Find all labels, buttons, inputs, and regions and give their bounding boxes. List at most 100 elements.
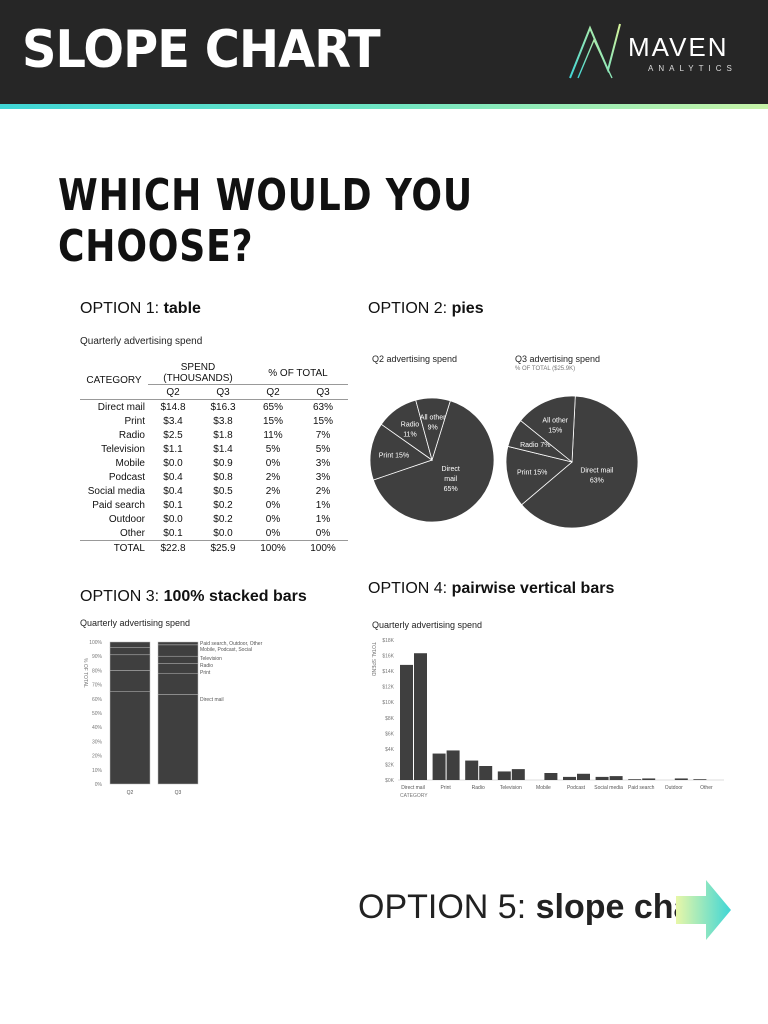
cell: 1% bbox=[315, 499, 331, 511]
bar bbox=[595, 776, 609, 780]
y-tick-label: 100% bbox=[89, 640, 102, 646]
x-tick-label: Print bbox=[440, 785, 451, 791]
option5-prefix: OPTION 5: bbox=[358, 888, 536, 926]
stacked-bar-segment bbox=[157, 655, 199, 664]
x-tick-label: Q2 bbox=[127, 790, 134, 796]
cell: 11% bbox=[263, 429, 283, 441]
pie-slice bbox=[521, 395, 639, 529]
cell: 0% bbox=[315, 527, 331, 539]
table-row: Print $3.4 $3.8 15% 15% bbox=[80, 414, 348, 428]
cell: Television bbox=[101, 443, 145, 455]
y-tick-label: $16K bbox=[382, 654, 394, 660]
spend-table: CATEGORY SPEND (THOUSANDS) % OF TOTAL Q2… bbox=[80, 362, 348, 555]
stacked-series-label: Mobile, Podcast, Social bbox=[200, 647, 252, 653]
option3-name: 100% stacked bars bbox=[163, 588, 307, 605]
cell: $0.0 bbox=[213, 527, 233, 539]
bar bbox=[577, 773, 590, 780]
pie-slice-label: Radio 7% bbox=[520, 442, 550, 449]
table-row: Social media $0.4 $0.5 2% 2% bbox=[80, 484, 348, 498]
cell: 15% bbox=[262, 415, 283, 427]
table-row: Paid search $0.1 $0.2 0% 1% bbox=[80, 498, 348, 512]
stacked-bar-segment bbox=[109, 670, 151, 692]
cell: $1.4 bbox=[213, 443, 233, 455]
stacked-bar-segment bbox=[109, 654, 151, 671]
pie-slice-label: Print 15% bbox=[379, 453, 409, 460]
x-tick-label: Television bbox=[500, 785, 522, 791]
col-q3-spend: Q3 bbox=[198, 384, 248, 400]
pie-slice-label: 65% bbox=[444, 486, 458, 493]
pie-slice-label: 9% bbox=[428, 425, 438, 432]
pie-q3-note: % OF TOTAL ($25.9K) bbox=[515, 366, 576, 372]
table-row: Mobile $0.0 $0.9 0% 3% bbox=[80, 456, 348, 470]
cell: $16.3 bbox=[210, 401, 236, 413]
cell: $0.1 bbox=[163, 499, 183, 511]
cell: 0% bbox=[265, 513, 281, 525]
option1-name: table bbox=[163, 300, 201, 317]
y-tick-label: 60% bbox=[92, 697, 103, 703]
option4-prefix: OPTION 4: bbox=[368, 580, 452, 597]
y-tick-label: 0% bbox=[95, 782, 103, 788]
stacked-series-label: Direct mail bbox=[200, 697, 224, 703]
cell: 3% bbox=[315, 471, 331, 483]
cell: Print bbox=[124, 415, 145, 427]
option2-prefix: OPTION 2: bbox=[368, 300, 452, 317]
pie-q2-title: Q2 advertising spend bbox=[372, 354, 458, 364]
pie-slice-label: All other bbox=[420, 415, 446, 422]
x-tick-label: Other bbox=[700, 785, 713, 791]
stacked-bar-segment bbox=[157, 663, 199, 674]
y-tick-label: 30% bbox=[92, 739, 103, 745]
y-tick-label: $18K bbox=[382, 638, 394, 644]
stacked-series-label: Radio bbox=[200, 663, 213, 669]
bar bbox=[642, 778, 656, 780]
bar bbox=[497, 771, 511, 780]
stacked-bar-segment bbox=[109, 641, 151, 648]
x-tick-label: Mobile bbox=[536, 785, 551, 791]
cell: $1.8 bbox=[213, 429, 233, 441]
option5-title: OPTION 5: slope chart bbox=[358, 888, 717, 927]
option2-name: pies bbox=[451, 300, 484, 317]
cell: 2% bbox=[265, 471, 281, 483]
arrow-right-icon[interactable] bbox=[676, 878, 732, 942]
pie-slice-label: mail bbox=[444, 476, 457, 483]
pie-slice-label: Radio bbox=[401, 422, 419, 429]
col-q2-spend: Q2 bbox=[148, 384, 198, 400]
col-spend: SPEND (THOUSANDS) bbox=[148, 362, 248, 385]
pairwise-bar-chart: $0K $2K $4K $6K $8K $10K $12K $14K $16K $18K TOTAL… bbox=[370, 638, 724, 799]
bar bbox=[414, 653, 427, 780]
option1-prefix: OPTION 1: bbox=[80, 300, 164, 317]
pie-slice-label: Direct mail bbox=[580, 467, 614, 474]
x-tick-label: Paid search bbox=[628, 785, 655, 791]
y-axis-label: TOTAL SPEND bbox=[370, 642, 376, 676]
header-bar bbox=[0, 0, 768, 104]
page-title: SLOPE CHART bbox=[22, 20, 381, 80]
cell: $0.4 bbox=[163, 471, 183, 483]
option3-subtitle: Quarterly advertising spend bbox=[80, 618, 191, 628]
cell: $3.4 bbox=[163, 415, 183, 427]
y-tick-label: 90% bbox=[92, 654, 103, 660]
bar bbox=[563, 776, 576, 780]
cell: $0.2 bbox=[213, 499, 233, 511]
option4-subtitle: Quarterly advertising spend bbox=[372, 620, 483, 630]
cell: 100% bbox=[298, 540, 348, 555]
table-row: Podcast $0.4 $0.8 2% 3% bbox=[80, 470, 348, 484]
y-tick-label: $8K bbox=[385, 716, 395, 722]
pie-slice bbox=[369, 423, 433, 481]
col-pct: % OF TOTAL bbox=[248, 362, 348, 385]
pie-slice-label: 63% bbox=[590, 477, 604, 484]
cell: Podcast bbox=[108, 471, 145, 483]
y-tick-label: $6K bbox=[385, 731, 395, 737]
pie-slice bbox=[372, 400, 495, 523]
cell: $0.4 bbox=[163, 485, 183, 497]
cell: 0% bbox=[265, 527, 281, 539]
option1-title: OPTION 1: table bbox=[80, 300, 201, 318]
y-tick-label: $4K bbox=[385, 747, 395, 753]
cell: Paid search bbox=[92, 499, 145, 511]
bar bbox=[432, 753, 446, 780]
cell: 7% bbox=[315, 429, 331, 441]
stacked-series-label: Paid search, Outdoor, Other bbox=[200, 641, 263, 647]
col-category: CATEGORY bbox=[86, 375, 142, 386]
stacked-bar-segment bbox=[109, 647, 151, 656]
y-tick-label: 20% bbox=[92, 754, 103, 760]
cell: $0.2 bbox=[213, 513, 233, 525]
y-tick-label: 50% bbox=[92, 711, 103, 717]
